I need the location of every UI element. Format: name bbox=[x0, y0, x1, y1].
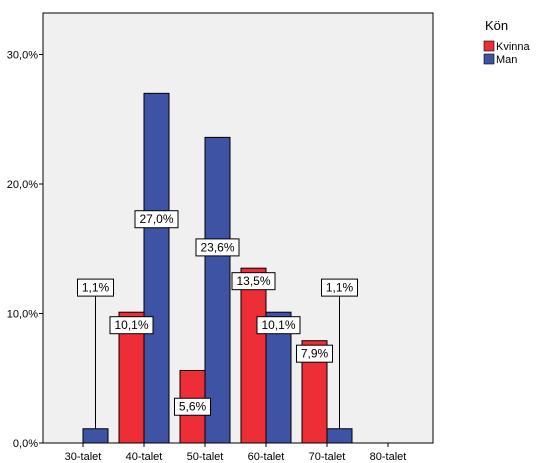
data-label-man-50-talet: 23,6% bbox=[195, 238, 240, 257]
data-label-man-60-talet: 10,1% bbox=[256, 316, 301, 335]
data-label-box bbox=[256, 316, 301, 335]
data-label-box bbox=[195, 238, 240, 257]
legend-title: Kön bbox=[485, 18, 508, 33]
bars-layer bbox=[82, 92, 353, 444]
plot-area bbox=[42, 12, 434, 444]
data-label-kvinna-60-talet: 13,5% bbox=[231, 272, 276, 291]
data-label-man-40-talet: 27,0% bbox=[134, 210, 179, 229]
data-label-box bbox=[231, 272, 276, 291]
legend-swatch-kvinna bbox=[483, 40, 495, 52]
bar-man-50-talet bbox=[204, 136, 231, 444]
bar-man-40-talet bbox=[143, 92, 170, 444]
legend-label-kvinna: Kvinna bbox=[496, 41, 531, 53]
x-tick-label: 40-talet bbox=[126, 451, 163, 463]
x-tick-label: 60-talet bbox=[248, 451, 285, 463]
data-label-box bbox=[296, 344, 333, 363]
data-label-text: 1,1% bbox=[82, 281, 110, 295]
data-label-kvinna-40-talet: 10,1% bbox=[109, 316, 154, 335]
data-label-box bbox=[109, 316, 154, 335]
data-label-text: 13,5% bbox=[236, 274, 270, 288]
legend: Kön Kvinna Man bbox=[483, 18, 531, 66]
data-label-text: 1,1% bbox=[326, 281, 354, 295]
data-labels-layer: 10,1% 5,6% 13,5% 7,9% 1,1% 27,0% 23,6% 10,1% 1,1… bbox=[77, 210, 358, 429]
x-tick-label: 80-talet bbox=[370, 451, 407, 463]
data-label-kvinna-50-talet: 5,6% bbox=[174, 397, 211, 416]
data-label-text: 7,9% bbox=[301, 347, 329, 361]
y-tick-label: 10,0% bbox=[7, 309, 38, 321]
data-label-box bbox=[134, 210, 179, 229]
bar-kvinna-60-talet bbox=[240, 267, 267, 444]
data-label-text: 10,1% bbox=[261, 318, 295, 332]
data-label-box bbox=[77, 278, 114, 297]
data-label-text: 27,0% bbox=[139, 212, 173, 226]
x-tick-label: 30-talet bbox=[65, 451, 102, 463]
y-tick-label: 30,0% bbox=[7, 50, 38, 62]
data-label-text: 10,1% bbox=[114, 318, 148, 332]
y-tick-label: 0,0% bbox=[13, 438, 38, 450]
data-label-text: 5,6% bbox=[179, 400, 207, 414]
bar-man-70-talet bbox=[326, 428, 353, 444]
x-tick-label: 70-talet bbox=[309, 451, 346, 463]
legend-label-man: Man bbox=[496, 54, 517, 66]
data-label-man-30-talet: 1,1% bbox=[77, 278, 114, 429]
x-tick-label: 50-talet bbox=[187, 451, 224, 463]
data-label-box bbox=[321, 278, 358, 297]
y-axis: 0,0% 10,0% 20,0% 30,0% bbox=[7, 50, 43, 450]
legend-swatch-man bbox=[483, 53, 495, 65]
y-tick-label: 20,0% bbox=[7, 179, 38, 191]
bar-man-30-talet bbox=[82, 428, 109, 444]
data-label-man-70-talet: 1,1% bbox=[321, 278, 358, 429]
data-label-text: 23,6% bbox=[200, 240, 234, 254]
data-label-kvinna-70-talet: 7,9% bbox=[296, 344, 333, 363]
x-axis: 30-talet 40-talet 50-talet 60-talet 70-talet… bbox=[65, 443, 407, 463]
data-label-box bbox=[174, 397, 211, 416]
